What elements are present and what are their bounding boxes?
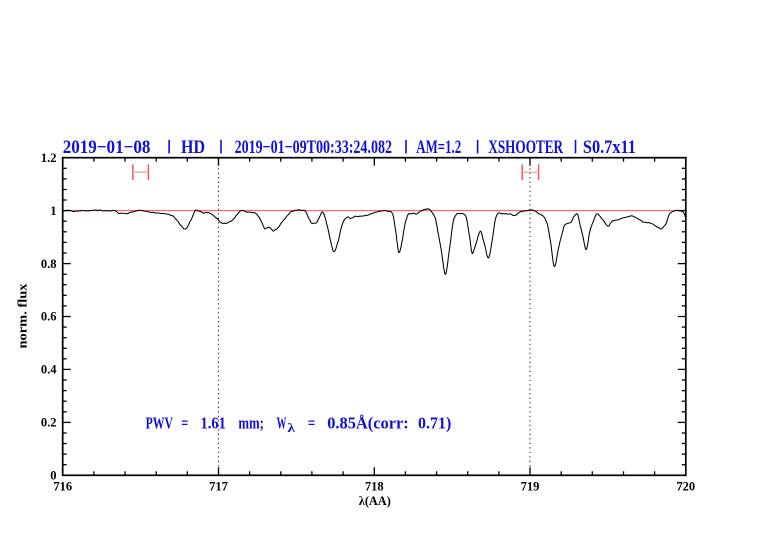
svg-text:719: 719 bbox=[521, 480, 540, 494]
svg-text:S0.7x11: S0.7x11 bbox=[583, 137, 636, 158]
svg-text:716: 716 bbox=[53, 480, 72, 494]
svg-text:0.2: 0.2 bbox=[41, 416, 57, 430]
svg-text:718: 718 bbox=[365, 480, 384, 494]
svg-text:XSHOOTER: XSHOOTER bbox=[488, 137, 563, 158]
svg-text:2019−01−08: 2019−01−08 bbox=[63, 137, 151, 158]
svg-text:1: 1 bbox=[50, 204, 56, 218]
svg-text:717: 717 bbox=[209, 480, 228, 494]
svg-text:1.61: 1.61 bbox=[201, 413, 226, 432]
svg-text:0.85Å(corr:: 0.85Å(corr: bbox=[327, 413, 409, 432]
svg-text:λ: λ bbox=[288, 421, 296, 435]
svg-text:0: 0 bbox=[50, 469, 56, 483]
svg-text:mm;: mm; bbox=[238, 413, 264, 432]
svg-text:0.8: 0.8 bbox=[41, 257, 57, 271]
svg-text:PWV: PWV bbox=[146, 413, 174, 432]
svg-text:1.2: 1.2 bbox=[41, 151, 57, 165]
svg-text:720: 720 bbox=[676, 480, 695, 494]
svg-text:0.4: 0.4 bbox=[41, 363, 57, 377]
svg-text:λ(AA): λ(AA) bbox=[359, 494, 391, 508]
svg-text:W: W bbox=[277, 413, 287, 432]
svg-text:=: = bbox=[181, 413, 188, 432]
svg-text:AM=1.2: AM=1.2 bbox=[416, 137, 461, 158]
svg-text:norm. flux: norm. flux bbox=[15, 283, 29, 349]
svg-text:=: = bbox=[308, 413, 316, 432]
svg-text:HD: HD bbox=[181, 137, 205, 158]
svg-text:0.71): 0.71) bbox=[418, 413, 451, 432]
svg-text:2019−01−09T00:33:24.082: 2019−01−09T00:33:24.082 bbox=[235, 137, 392, 158]
svg-text:0.6: 0.6 bbox=[41, 310, 57, 324]
